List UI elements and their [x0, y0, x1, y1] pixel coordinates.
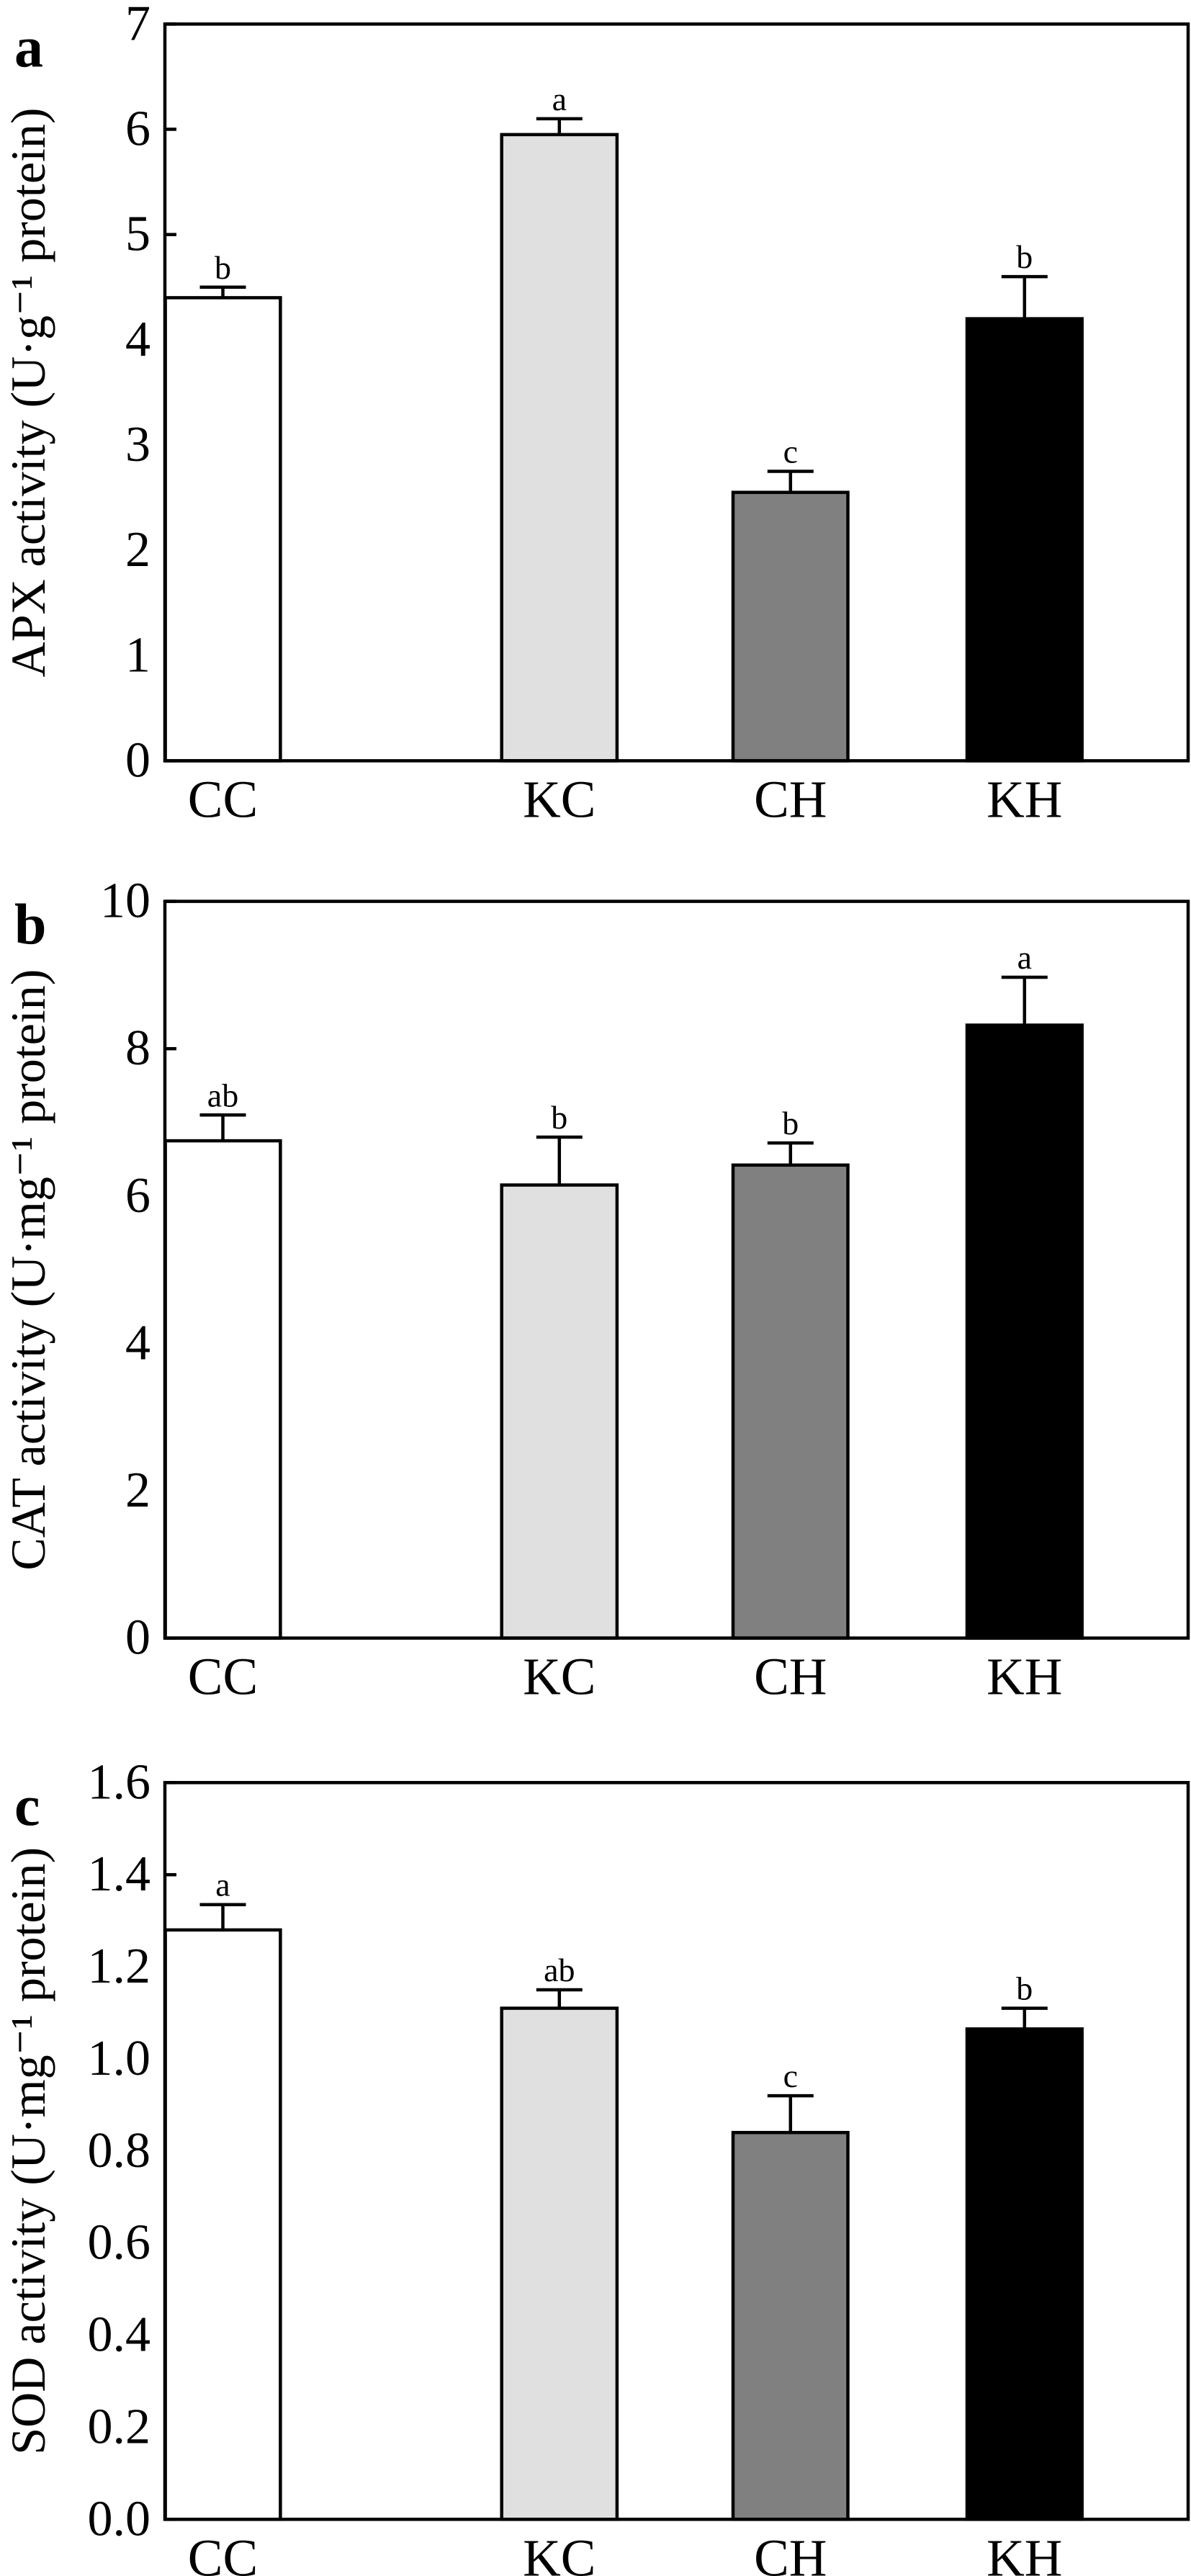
svg-text:0.8: 0.8: [88, 2123, 151, 2178]
svg-text:8: 8: [125, 1020, 150, 1076]
svg-text:0.0: 0.0: [88, 2491, 151, 2546]
svg-text:1: 1: [125, 627, 150, 683]
svg-text:KC: KC: [523, 770, 596, 828]
svg-text:7: 7: [125, 0, 150, 51]
svg-text:5: 5: [125, 207, 150, 262]
svg-text:0.2: 0.2: [88, 2399, 151, 2454]
svg-text:0: 0: [125, 1610, 150, 1666]
svg-text:0.6: 0.6: [88, 2215, 151, 2271]
svg-text:b: b: [551, 1099, 567, 1136]
svg-text:CAT activity (U·mg⁻¹ protein): CAT activity (U·mg⁻¹ protein): [1, 969, 55, 1571]
svg-text:a: a: [14, 16, 43, 79]
svg-text:a: a: [552, 81, 567, 117]
svg-text:6: 6: [125, 102, 150, 157]
svg-text:1.4: 1.4: [88, 1846, 151, 1902]
svg-text:2: 2: [125, 1463, 150, 1518]
svg-text:a: a: [1017, 939, 1032, 976]
svg-text:3: 3: [125, 417, 150, 472]
svg-text:CC: CC: [188, 1648, 258, 1706]
svg-text:CH: CH: [754, 770, 827, 828]
svg-text:b: b: [1016, 1970, 1033, 2007]
svg-text:6: 6: [125, 1168, 150, 1224]
svg-text:SOD activity (U·mg⁻¹ protein): SOD activity (U·mg⁻¹ protein): [1, 1847, 55, 2455]
svg-text:ab: ab: [544, 1952, 575, 1988]
svg-text:a: a: [215, 1867, 230, 1903]
svg-text:0: 0: [125, 732, 150, 788]
svg-text:CC: CC: [188, 2528, 258, 2576]
svg-text:ab: ab: [207, 1077, 238, 1113]
svg-text:KH: KH: [986, 1648, 1062, 1706]
svg-text:b: b: [215, 249, 231, 286]
svg-text:1.2: 1.2: [88, 1939, 151, 1994]
svg-text:KC: KC: [523, 2528, 596, 2576]
svg-text:APX activity (U·g⁻¹ protein): APX activity (U·g⁻¹ protein): [1, 107, 55, 677]
svg-text:CH: CH: [754, 2528, 827, 2576]
svg-text:CC: CC: [188, 770, 258, 828]
svg-text:KH: KH: [986, 770, 1062, 828]
svg-text:1.0: 1.0: [88, 2031, 151, 2086]
svg-text:CH: CH: [754, 1648, 827, 1706]
svg-text:10: 10: [100, 874, 150, 929]
svg-text:2: 2: [125, 522, 150, 578]
svg-text:c: c: [14, 1774, 40, 1838]
svg-text:4: 4: [125, 312, 150, 367]
svg-text:b: b: [14, 894, 47, 957]
svg-text:b: b: [782, 1105, 799, 1141]
svg-text:c: c: [783, 2057, 798, 2094]
svg-text:c: c: [783, 434, 798, 470]
svg-text:0.4: 0.4: [88, 2307, 151, 2363]
svg-text:KH: KH: [986, 2528, 1062, 2576]
svg-text:KC: KC: [523, 1648, 596, 1706]
svg-text:b: b: [1016, 238, 1033, 275]
svg-text:4: 4: [125, 1315, 150, 1370]
svg-text:1.6: 1.6: [88, 1754, 151, 1810]
